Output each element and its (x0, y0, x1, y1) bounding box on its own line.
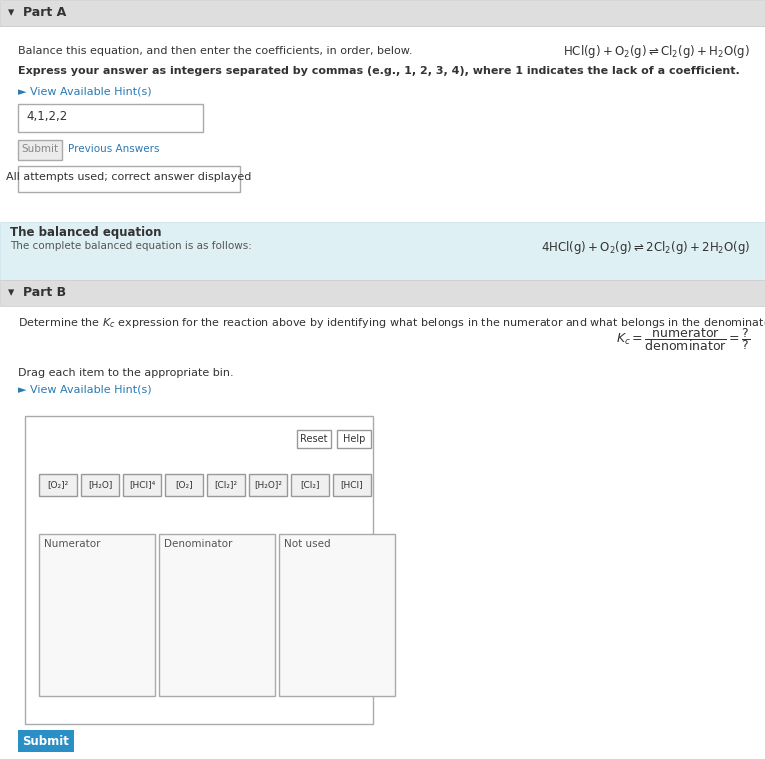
Text: Submit: Submit (22, 735, 70, 748)
Text: [HCl]: [HCl] (340, 480, 363, 490)
Text: ▾  Part B: ▾ Part B (8, 286, 66, 300)
FancyBboxPatch shape (18, 104, 203, 132)
FancyBboxPatch shape (18, 140, 62, 160)
FancyBboxPatch shape (123, 474, 161, 496)
Text: The balanced equation: The balanced equation (10, 226, 161, 239)
FancyBboxPatch shape (333, 474, 371, 496)
FancyBboxPatch shape (297, 430, 331, 448)
Text: Determine the $K_c$ expression for the reaction above by identifying what belong: Determine the $K_c$ expression for the r… (18, 316, 765, 330)
FancyBboxPatch shape (81, 474, 119, 496)
FancyBboxPatch shape (279, 534, 395, 696)
Text: [H₂O]: [H₂O] (88, 480, 112, 490)
Text: ► View Available Hint(s): ► View Available Hint(s) (18, 384, 151, 394)
FancyBboxPatch shape (18, 730, 74, 752)
Text: [HCl]⁴: [HCl]⁴ (129, 480, 155, 490)
FancyBboxPatch shape (207, 474, 245, 496)
FancyBboxPatch shape (249, 474, 287, 496)
Text: Numerator: Numerator (44, 539, 100, 549)
FancyBboxPatch shape (291, 474, 329, 496)
Text: Balance this equation, and then enter the coefficients, in order, below.: Balance this equation, and then enter th… (18, 46, 412, 56)
Text: Previous Answers: Previous Answers (68, 144, 159, 154)
FancyBboxPatch shape (0, 26, 765, 222)
FancyBboxPatch shape (25, 416, 373, 724)
Text: [O₂]²: [O₂]² (47, 480, 69, 490)
FancyBboxPatch shape (39, 474, 77, 496)
Text: Express your answer as integers separated by commas (e.g., 1, 2, 3, 4), where 1 : Express your answer as integers separate… (18, 66, 740, 76)
Text: 4,1,2,2: 4,1,2,2 (26, 110, 67, 123)
Text: $\mathrm{4HCl(g) + O_2(g) \rightleftharpoons 2Cl_2(g) + 2H_2O(g)}$: $\mathrm{4HCl(g) + O_2(g) \rightleftharp… (541, 240, 750, 257)
Text: Denominator: Denominator (164, 539, 233, 549)
Text: [Cl₂]: [Cl₂] (300, 480, 320, 490)
Text: [O₂]: [O₂] (175, 480, 193, 490)
FancyBboxPatch shape (337, 430, 371, 448)
FancyBboxPatch shape (0, 0, 765, 26)
Text: ► View Available Hint(s): ► View Available Hint(s) (18, 87, 151, 97)
FancyBboxPatch shape (0, 222, 765, 280)
FancyBboxPatch shape (165, 474, 203, 496)
Text: ▾  Part A: ▾ Part A (8, 7, 67, 20)
Text: Submit: Submit (21, 144, 59, 154)
FancyBboxPatch shape (0, 280, 765, 306)
Text: $K_c = \dfrac{\mathrm{numerator}}{\mathrm{denominator}} = \dfrac{?}{?}$: $K_c = \dfrac{\mathrm{numerator}}{\mathr… (616, 326, 750, 354)
FancyBboxPatch shape (0, 306, 765, 759)
Text: $\mathrm{HCl(g) + O_2(g) \rightleftharpoons Cl_2(g) + H_2O(g)}$: $\mathrm{HCl(g) + O_2(g) \rightleftharpo… (563, 43, 750, 60)
Text: Drag each item to the appropriate bin.: Drag each item to the appropriate bin. (18, 368, 233, 378)
FancyBboxPatch shape (159, 534, 275, 696)
Text: [Cl₂]²: [Cl₂]² (214, 480, 238, 490)
Text: Help: Help (343, 434, 365, 444)
FancyBboxPatch shape (18, 166, 240, 192)
Text: [H₂O]²: [H₂O]² (254, 480, 282, 490)
Text: All attempts used; correct answer displayed: All attempts used; correct answer displa… (6, 172, 252, 182)
Text: Not used: Not used (284, 539, 330, 549)
Text: Reset: Reset (300, 434, 327, 444)
FancyBboxPatch shape (39, 534, 155, 696)
Text: The complete balanced equation is as follows:: The complete balanced equation is as fol… (10, 241, 252, 251)
